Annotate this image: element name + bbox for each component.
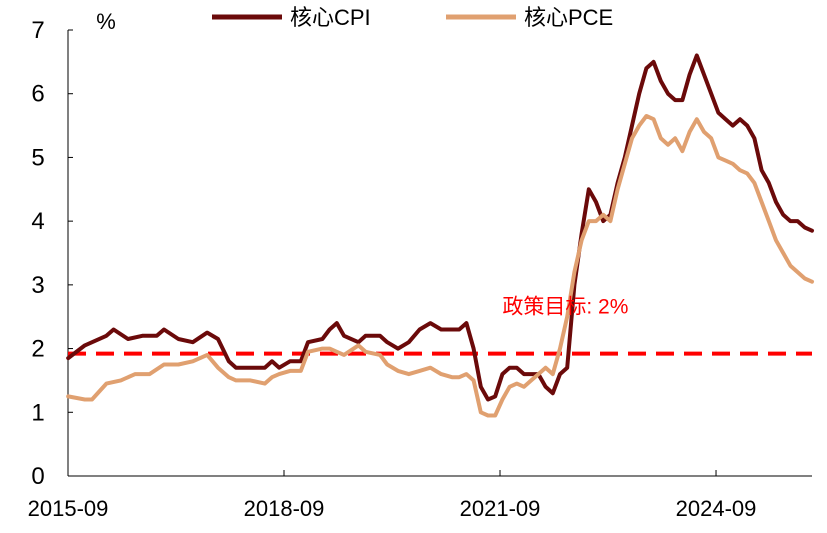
y-tick-label: 0 — [31, 463, 44, 490]
core-cpi-legend-label: 核心CPI — [290, 5, 371, 30]
x-tick-label: 2024-09 — [676, 496, 757, 521]
y-tick-label: 1 — [31, 399, 44, 426]
y-tick-label: 4 — [31, 208, 44, 235]
y-axis-unit-label: % — [96, 9, 116, 34]
policy-target-label: 政策目标: 2% — [502, 296, 628, 319]
y-tick-label: 2 — [31, 336, 44, 363]
y-tick-label: 5 — [31, 144, 44, 171]
x-tick-label: 2021-09 — [460, 496, 541, 521]
y-tick-label: 3 — [31, 272, 44, 299]
core-pce-line — [66, 114, 814, 418]
core-cpi-line — [66, 53, 814, 402]
y-tick-label: 6 — [31, 81, 44, 108]
x-tick-label: 2018-09 — [244, 496, 325, 521]
x-tick-label: 2015-09 — [28, 496, 109, 521]
y-tick-label: 7 — [31, 17, 44, 44]
core-pce-legend-label: 核心PCE — [524, 5, 613, 30]
